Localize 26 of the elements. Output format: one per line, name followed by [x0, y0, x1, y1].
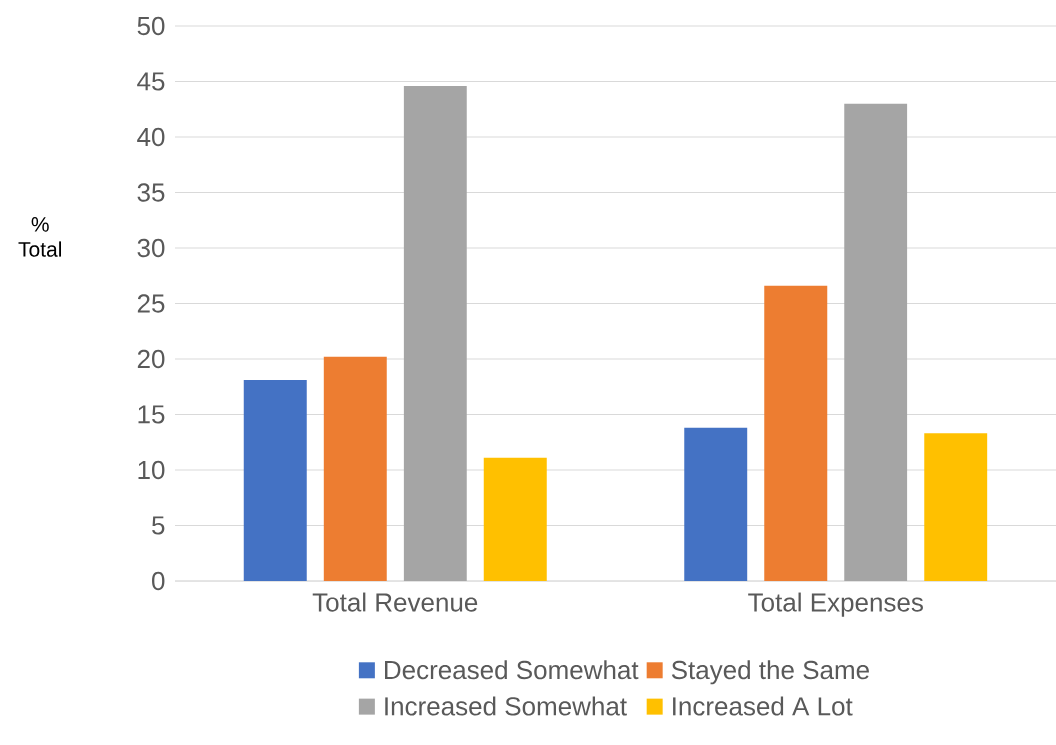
- bar: [403, 85, 467, 581]
- bar: [764, 285, 828, 581]
- legend-label: Increased Somewhat: [385, 696, 627, 716]
- legend-label: Stayed the Same: [671, 660, 869, 685]
- bar: [323, 356, 387, 581]
- y-tick-label: 30: [137, 238, 165, 258]
- bar: [844, 103, 908, 581]
- y-tick-label: 35: [137, 183, 165, 202]
- bar: [924, 433, 988, 581]
- y-tick-label: 40: [137, 127, 165, 147]
- y-tick-label: 25: [137, 294, 165, 313]
- y-tick-label: 45: [137, 72, 165, 91]
- legend-label: Increased A Lot: [673, 696, 853, 716]
- y-tick-label: 10: [138, 460, 165, 480]
- bar: [243, 380, 307, 581]
- y-tick-label: 20: [137, 349, 165, 369]
- y-tick-label: 0: [152, 571, 165, 591]
- bar: [684, 427, 748, 581]
- y-tick-label: 50: [137, 16, 165, 36]
- y-tick-label: 5: [152, 516, 165, 535]
- y-tick-label: 15: [138, 405, 165, 424]
- x-tick-label: Total Revenue: [312, 592, 478, 612]
- legend-label: Decreased Somewhat: [385, 660, 639, 680]
- y-axis-title: % Total: [18, 217, 61, 257]
- bar: [483, 457, 547, 581]
- x-tick-label: Total Expenses: [748, 592, 923, 617]
